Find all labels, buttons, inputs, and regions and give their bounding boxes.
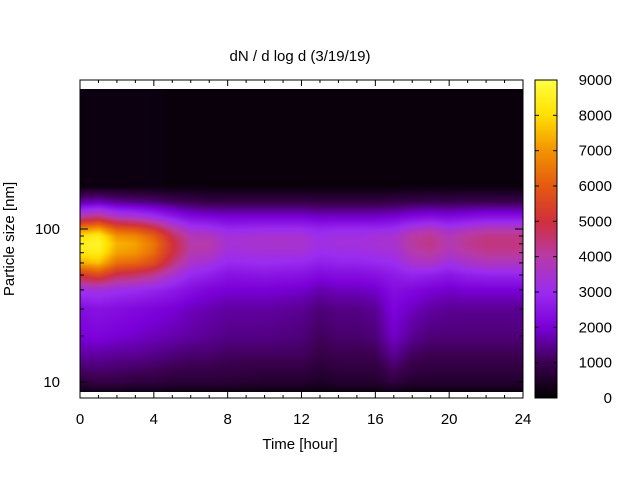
colorbar-gradient bbox=[535, 80, 557, 398]
colorbar-tick-label: 0 bbox=[604, 390, 612, 407]
y-tick-label: 100 bbox=[35, 221, 60, 238]
y-axis: 10 100 bbox=[35, 182, 523, 391]
colorbar-ticks: 0 1000 2000 3000 4000 5000 6000 7000 8000 9000 bbox=[535, 72, 612, 407]
colorbar-frame bbox=[534, 79, 558, 399]
colorbar-tick-label: 1000 bbox=[579, 355, 612, 372]
x-axis: 0 4 8 12 16 20 24 bbox=[76, 80, 532, 428]
colorbar-tick-label: 3000 bbox=[579, 284, 612, 301]
y-tick-label: 10 bbox=[43, 374, 60, 391]
colorbar-tick-label: 9000 bbox=[579, 72, 612, 89]
heatmap-image bbox=[80, 89, 523, 392]
colorbar-tick-label: 8000 bbox=[579, 107, 612, 124]
x-tick-label: 8 bbox=[223, 411, 231, 428]
x-tick-label: 24 bbox=[515, 411, 532, 428]
x-tick-label: 16 bbox=[367, 411, 384, 428]
chart-title: dN / d log d (3/19/19) bbox=[230, 48, 371, 65]
x-tick-label: 0 bbox=[76, 411, 84, 428]
colorbar-tick-label: 2000 bbox=[579, 319, 612, 336]
colorbar-tick-label: 5000 bbox=[579, 213, 612, 230]
colorbar-tick-label: 6000 bbox=[579, 178, 612, 195]
heatmap-plot-area bbox=[79, 79, 524, 399]
colorbar: 0 1000 2000 3000 4000 5000 6000 7000 8000 9000 bbox=[534, 72, 612, 407]
x-axis-label: Time [hour] bbox=[262, 436, 337, 453]
x-tick-label: 20 bbox=[441, 411, 458, 428]
x-tick-label: 4 bbox=[150, 411, 158, 428]
x-tick-label: 12 bbox=[293, 411, 310, 428]
colorbar-tick-label: 4000 bbox=[579, 249, 612, 266]
colorbar-tick-label: 7000 bbox=[579, 143, 612, 160]
y-axis-label: Particle size [nm] bbox=[1, 182, 18, 296]
